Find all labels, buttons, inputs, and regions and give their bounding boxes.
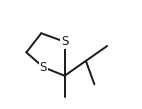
Text: S: S	[40, 61, 47, 74]
Text: S: S	[61, 35, 68, 48]
